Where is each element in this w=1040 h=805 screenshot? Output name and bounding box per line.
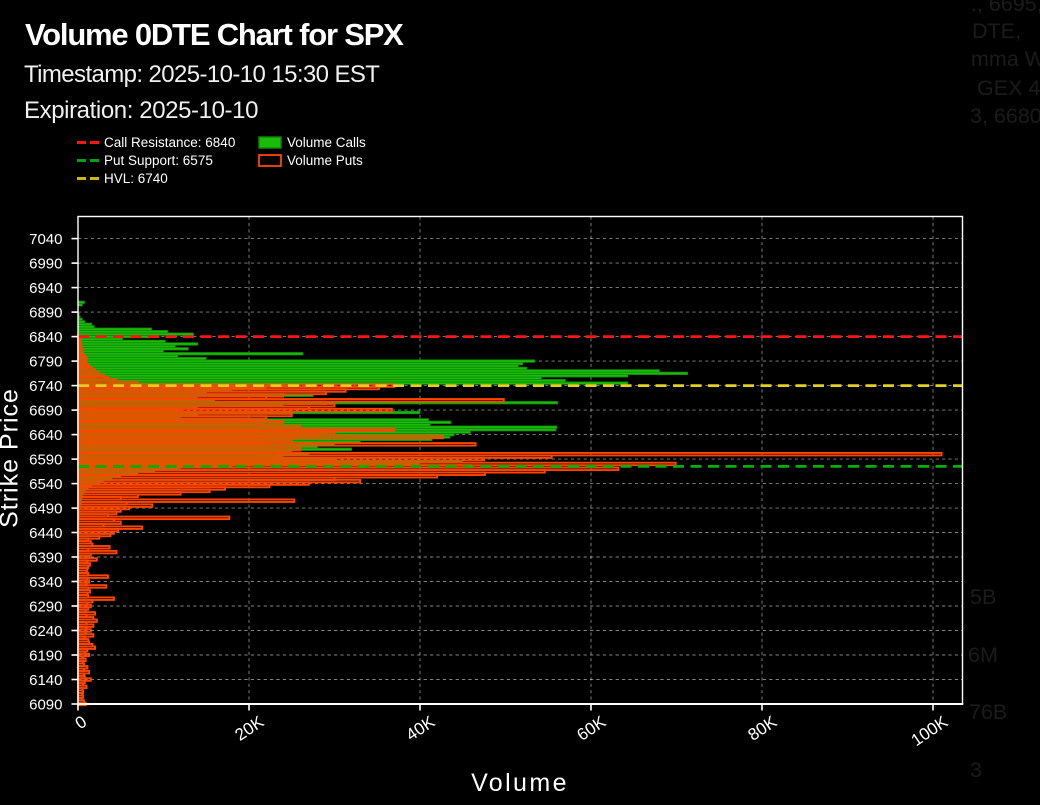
- svg-text:6990: 6990: [29, 256, 62, 273]
- svg-text:6M: 6M: [968, 643, 998, 667]
- svg-text:6940: 6940: [29, 280, 62, 297]
- svg-text:6240: 6240: [29, 623, 62, 640]
- svg-text:6790: 6790: [29, 354, 62, 371]
- svg-text:Volume Calls: Volume Calls: [287, 135, 366, 150]
- svg-text:Timestamp: 2025-10-10 15:30 ES: Timestamp: 2025-10-10 15:30 EST: [24, 61, 380, 88]
- svg-text:6590: 6590: [29, 452, 62, 469]
- svg-text:., 6695,: ., 6695,: [971, 0, 1040, 16]
- svg-text:Call Resistance: 6840: Call Resistance: 6840: [104, 135, 235, 150]
- svg-text:Volume: Volume: [471, 769, 569, 797]
- svg-text:Volume Puts: Volume Puts: [287, 153, 363, 168]
- svg-text:Strike Price: Strike Price: [0, 388, 24, 528]
- svg-text:7040: 7040: [29, 231, 62, 248]
- svg-text:6540: 6540: [29, 476, 62, 493]
- svg-text:3, 6680,: 3, 6680,: [970, 104, 1040, 128]
- svg-text:6090: 6090: [29, 696, 62, 713]
- svg-text:6690: 6690: [29, 403, 62, 420]
- svg-text:76B: 76B: [969, 700, 1007, 724]
- svg-text:6840: 6840: [29, 329, 62, 346]
- svg-text:6490: 6490: [29, 501, 62, 518]
- svg-text:6340: 6340: [29, 574, 62, 591]
- svg-text:mma Wa: mma Wa: [971, 47, 1040, 71]
- svg-text:6640: 6640: [29, 427, 62, 444]
- svg-text:5B: 5B: [970, 585, 996, 609]
- svg-text:6890: 6890: [29, 305, 62, 322]
- svg-text:6190: 6190: [29, 647, 62, 664]
- svg-text:6140: 6140: [29, 672, 62, 689]
- svg-text:GEX 4,: GEX 4,: [977, 76, 1040, 100]
- svg-text:HVL: 6740: HVL: 6740: [104, 171, 168, 186]
- svg-text:Put Support: 6575: Put Support: 6575: [104, 153, 213, 168]
- svg-text:DTE,: DTE,: [972, 19, 1021, 43]
- svg-text:Volume 0DTE Chart for SPX: Volume 0DTE Chart for SPX: [25, 17, 404, 52]
- svg-text:6740: 6740: [29, 378, 62, 395]
- svg-text:6440: 6440: [29, 525, 62, 542]
- svg-text:6390: 6390: [29, 549, 62, 566]
- svg-text:Expiration: 2025-10-10: Expiration: 2025-10-10: [24, 97, 258, 124]
- svg-text:3: 3: [970, 758, 982, 782]
- svg-text:6290: 6290: [29, 598, 62, 615]
